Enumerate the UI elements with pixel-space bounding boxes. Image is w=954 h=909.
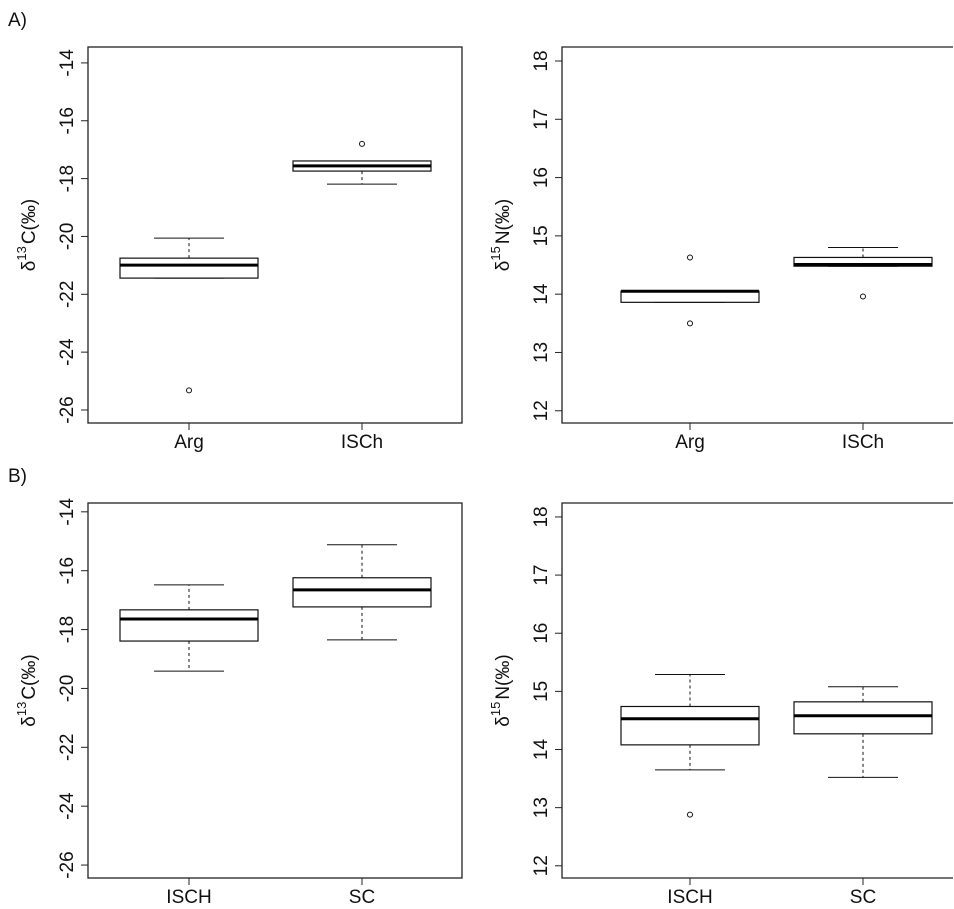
y-label-prefix: δ bbox=[493, 261, 514, 272]
y-label-prefix: δ bbox=[19, 261, 40, 272]
y-tick-label: 16 bbox=[531, 167, 552, 188]
x-tick-label: SC bbox=[349, 887, 375, 908]
box-group bbox=[119, 237, 259, 394]
y-label-prefix: δ bbox=[493, 716, 514, 727]
y-label-main: N(‰) bbox=[493, 199, 514, 244]
box bbox=[292, 577, 432, 608]
x-tick-label: ISCH bbox=[667, 887, 712, 908]
y-tick-label: 16 bbox=[531, 623, 552, 644]
y-tick-label: -16 bbox=[57, 107, 78, 134]
y-label-sup: 13 bbox=[14, 702, 29, 716]
y-tick-label: 17 bbox=[531, 565, 552, 586]
y-axis-label: δ13 C(‰) bbox=[14, 199, 40, 271]
y-tick-label: -18 bbox=[57, 165, 78, 192]
plot-frame bbox=[87, 502, 463, 879]
y-tick-label: 14 bbox=[531, 739, 552, 761]
y-tick-label: -24 bbox=[57, 792, 78, 820]
x-tick-label: Arg bbox=[174, 432, 204, 453]
y-tick-label: -26 bbox=[57, 396, 78, 423]
y-axis-label: δ13 C(‰) bbox=[14, 654, 40, 726]
y-label-sup: 15 bbox=[488, 702, 503, 716]
box-group bbox=[620, 254, 760, 327]
y-tick-label: 12 bbox=[531, 400, 552, 421]
box bbox=[119, 609, 259, 642]
y-tick-label: 18 bbox=[531, 506, 552, 527]
y-tick-label: 15 bbox=[531, 225, 552, 246]
y-tick-label: 17 bbox=[531, 109, 552, 130]
y-tick-label: -14 bbox=[57, 498, 78, 526]
y-tick-label: -24 bbox=[57, 338, 78, 366]
y-tick-label: -14 bbox=[57, 49, 78, 77]
box bbox=[620, 290, 760, 303]
x-tick-label: Arg bbox=[675, 432, 705, 453]
y-axis-label: δ15 N(‰) bbox=[488, 199, 514, 271]
y-tick-label: -20 bbox=[57, 675, 78, 702]
panel-label: B) bbox=[8, 466, 27, 487]
plot-frame bbox=[561, 46, 953, 424]
y-tick-label: -22 bbox=[57, 281, 78, 308]
y-tick-label: -18 bbox=[57, 616, 78, 643]
y-tick-label: 15 bbox=[531, 681, 552, 702]
outlier bbox=[359, 140, 365, 147]
y-label-sup: 15 bbox=[488, 246, 503, 260]
x-tick-label: ISCh bbox=[341, 432, 383, 453]
y-tick-label: -20 bbox=[57, 223, 78, 250]
y-tick-label: 14 bbox=[531, 283, 552, 305]
box-group bbox=[793, 247, 933, 300]
y-label-prefix: δ bbox=[19, 716, 40, 727]
box bbox=[119, 257, 259, 279]
y-label-sup: 13 bbox=[14, 246, 29, 260]
box bbox=[793, 701, 933, 735]
outlier bbox=[687, 254, 693, 261]
outlier bbox=[687, 320, 693, 327]
panel-label: A) bbox=[8, 10, 27, 31]
box-group bbox=[292, 544, 432, 641]
box-group bbox=[119, 584, 259, 672]
y-tick-label: -16 bbox=[57, 557, 78, 584]
box-group bbox=[793, 686, 933, 778]
y-tick-label: 13 bbox=[531, 342, 552, 363]
plot-frame bbox=[561, 502, 953, 879]
y-tick-label: 12 bbox=[531, 855, 552, 876]
x-tick-label: ISCh bbox=[842, 432, 884, 453]
box bbox=[793, 256, 933, 267]
y-tick-label: 18 bbox=[531, 50, 552, 71]
y-tick-label: 13 bbox=[531, 797, 552, 818]
outlier bbox=[687, 811, 693, 818]
y-label-main: N(‰) bbox=[493, 654, 514, 699]
box bbox=[620, 705, 760, 746]
y-label-main: C(‰) bbox=[19, 654, 40, 699]
y-tick-label: -22 bbox=[57, 734, 78, 761]
outlier bbox=[860, 293, 866, 300]
y-axis-label: δ15 N(‰) bbox=[488, 654, 514, 726]
y-tick-label: -26 bbox=[57, 851, 78, 878]
box-group bbox=[620, 674, 760, 818]
box-group bbox=[292, 140, 432, 185]
plot-frame bbox=[87, 46, 463, 424]
x-tick-label: SC bbox=[850, 887, 876, 908]
y-label-main: C(‰) bbox=[19, 199, 40, 244]
outlier bbox=[186, 387, 192, 394]
x-tick-label: ISCH bbox=[166, 887, 211, 908]
